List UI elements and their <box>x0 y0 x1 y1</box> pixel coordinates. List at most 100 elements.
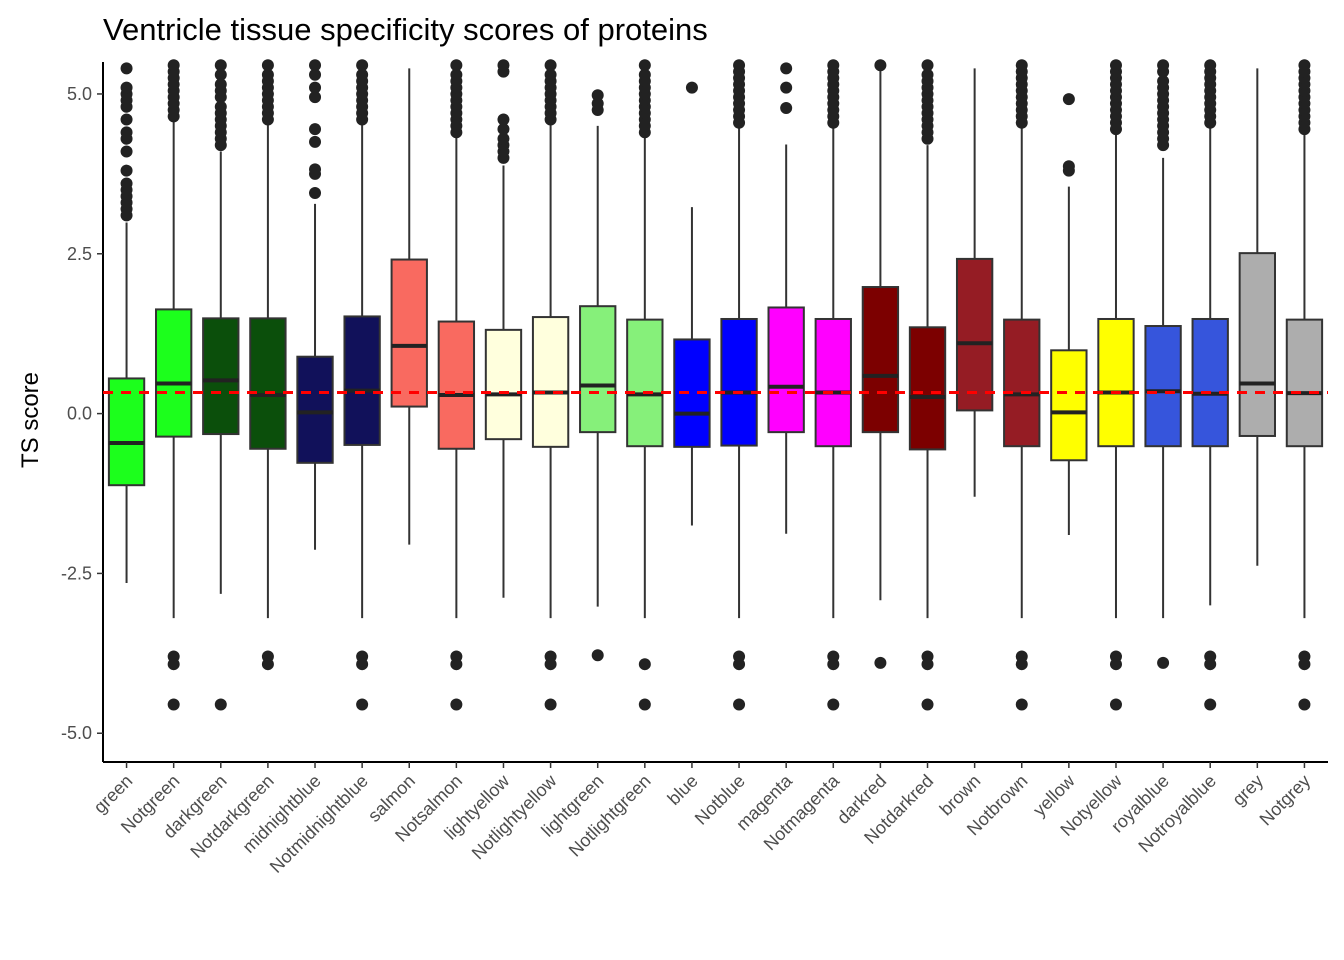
outlier-point <box>827 658 840 671</box>
outlier-point <box>214 100 227 113</box>
y-tick-label: 5.0 <box>67 84 92 104</box>
outlier-point <box>1109 59 1122 72</box>
box-yellow <box>1050 349 1088 462</box>
outlier-point <box>1015 59 1028 72</box>
box-Notbrown <box>1003 318 1041 448</box>
x-tick-label: Notlightgreen <box>565 771 655 861</box>
outlier-point <box>309 123 322 136</box>
outlier-point <box>921 68 934 81</box>
outlier-point <box>874 656 887 669</box>
outlier-point <box>1157 59 1170 72</box>
box-lightyellow <box>484 328 523 441</box>
outlier-point <box>780 62 793 75</box>
outlier-point <box>309 91 322 104</box>
box-salmon <box>390 258 428 408</box>
outlier-point <box>591 97 604 110</box>
outlier-point <box>827 698 840 711</box>
outlier-point <box>356 658 369 671</box>
box-green <box>107 377 146 487</box>
outlier-point <box>1109 658 1122 671</box>
box-darkgreen <box>202 317 240 436</box>
outlier-point <box>638 698 651 711</box>
box-darkred <box>861 286 900 434</box>
outlier-point <box>733 59 746 72</box>
outlier-point <box>638 658 651 671</box>
outlier-point <box>1062 93 1075 106</box>
outlier-point <box>214 698 227 711</box>
outlier-point <box>591 89 604 102</box>
outlier-point <box>497 59 510 72</box>
outlier-point <box>1298 698 1311 711</box>
outlier-point <box>733 698 746 711</box>
y-axis-label: TS score <box>17 372 44 468</box>
y-tick-label: -5.0 <box>61 723 92 743</box>
outlier-point <box>544 658 557 671</box>
outlier-point <box>1157 75 1170 88</box>
box-Notblue <box>720 317 758 447</box>
outlier-point <box>309 135 322 148</box>
outlier-point <box>167 658 180 671</box>
outlier-point <box>120 62 133 75</box>
box-Notyellow <box>1097 317 1135 448</box>
box-lightgreen <box>579 305 617 434</box>
outlier-point <box>309 68 322 81</box>
outlier-point <box>261 68 274 81</box>
outlier-point <box>309 59 322 72</box>
outlier-point <box>261 59 274 72</box>
box-Notdarkred <box>908 326 947 451</box>
outlier-point <box>214 68 227 81</box>
chart-title: Ventricle tissue specificity scores of p… <box>103 12 708 47</box>
outlier-point <box>214 78 227 91</box>
outlier-point <box>356 698 369 711</box>
outlier-point <box>638 59 651 72</box>
outlier-point <box>1015 698 1028 711</box>
outlier-point <box>544 68 557 81</box>
box-magenta <box>767 306 805 434</box>
outlier-point <box>214 59 227 72</box>
box-midnightblue <box>296 355 334 464</box>
outlier-point <box>1298 658 1311 671</box>
y-tick-label: 0.0 <box>67 404 92 424</box>
outlier-point <box>450 59 463 72</box>
outlier-point <box>874 59 887 72</box>
outlier-point <box>685 81 698 94</box>
outlier-point <box>544 698 557 711</box>
y-tick-label: -2.5 <box>61 563 92 583</box>
outlier-point <box>921 658 934 671</box>
x-tick-label: grey <box>1228 771 1267 810</box>
outlier-point <box>780 81 793 94</box>
outlier-point <box>1204 658 1217 671</box>
outlier-point <box>497 113 510 126</box>
outlier-point <box>638 68 651 81</box>
box-Notlightyellow <box>531 316 570 448</box>
outlier-point <box>450 698 463 711</box>
outlier-point <box>356 59 369 72</box>
box-Notlightgreen <box>626 318 664 448</box>
outlier-point <box>309 163 322 176</box>
box-grey <box>1238 252 1276 437</box>
box-Notgrey <box>1285 318 1324 448</box>
outlier-point <box>497 123 510 136</box>
plot-area: -5.0-2.50.02.55.0greenNotgreendarkgreenN… <box>61 59 1328 877</box>
y-tick-label: 2.5 <box>67 244 92 264</box>
box-brown <box>955 257 994 412</box>
outlier-point <box>450 658 463 671</box>
outlier-point <box>1204 698 1217 711</box>
outlier-point <box>1109 698 1122 711</box>
x-tick-label: Notgrey <box>1256 771 1315 830</box>
outlier-point <box>356 68 369 81</box>
outlier-point <box>120 81 133 94</box>
outlier-point <box>591 649 604 662</box>
outlier-point <box>120 126 133 139</box>
outlier-point <box>167 698 180 711</box>
outlier-point <box>450 68 463 81</box>
outlier-point <box>120 177 133 190</box>
box-royalblue <box>1144 325 1182 448</box>
outlier-point <box>544 59 557 72</box>
outlier-point <box>1015 658 1028 671</box>
box-Notgreen <box>155 308 193 438</box>
outlier-point <box>120 164 133 177</box>
outlier-point <box>1298 59 1311 72</box>
outlier-point <box>1204 59 1217 72</box>
